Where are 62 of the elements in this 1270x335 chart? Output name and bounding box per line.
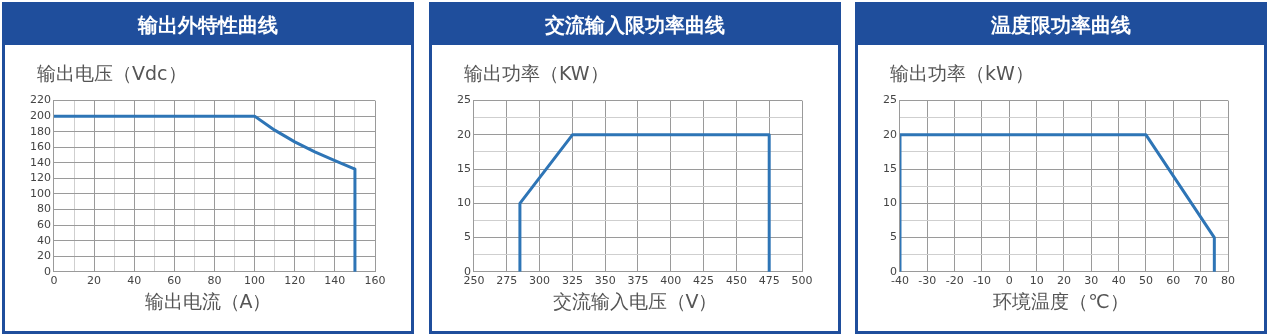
y-tick-label: 220	[30, 93, 51, 107]
y-axis-title: 输出功率（KW）	[464, 61, 609, 86]
x-tick-label: 20	[1057, 274, 1071, 288]
y-tick-label: 15	[457, 161, 471, 175]
y-tick-label: 40	[37, 233, 51, 247]
x-tick-label: 250	[463, 274, 485, 288]
y-tick-label: 10	[883, 196, 897, 210]
x-tick-label: 20	[87, 274, 102, 288]
chart-title: 交流输入限功率曲线	[432, 5, 838, 45]
x-tick-label: 80	[207, 274, 222, 288]
y-tick-label: 5	[464, 230, 471, 244]
x-axis-title: 交流输入电压（V）	[551, 289, 719, 314]
y-tick-label: 10	[457, 196, 471, 210]
y-tick-label: 5	[890, 230, 897, 244]
x-tick-label: -30	[918, 274, 937, 288]
y-tick-label: 140	[30, 155, 51, 169]
y-tick-label: 160	[30, 140, 51, 154]
y-tick-label: 180	[30, 124, 51, 138]
x-tick-label: 500	[791, 274, 813, 288]
y-tick-label: 80	[37, 202, 51, 216]
y-tick-label: 25	[883, 93, 897, 107]
x-tick-label: 60	[167, 274, 182, 288]
x-tick-label: 100	[244, 274, 266, 288]
x-tick-label: 325	[561, 274, 583, 288]
x-tick-label: 40	[127, 274, 142, 288]
x-axis-title: 输出电流（A）	[143, 289, 273, 314]
x-tick-label: 50	[1139, 274, 1153, 288]
y-tick-label: 60	[37, 217, 51, 231]
x-tick-label: 30	[1084, 274, 1099, 288]
x-tick-label: -10	[973, 274, 991, 288]
y-tick-label: 20	[37, 249, 51, 263]
x-tick-label: 120	[284, 274, 306, 288]
x-tick-label: 400	[660, 274, 682, 288]
x-tick-label: 0	[1005, 274, 1013, 288]
x-tick-label: 275	[496, 274, 518, 288]
y-tick-label: 0	[44, 264, 51, 278]
x-tick-label: 425	[693, 274, 715, 288]
y-tick-label: 25	[457, 93, 471, 107]
x-tick-label: 375	[627, 274, 649, 288]
x-tick-label: 140	[324, 274, 346, 288]
x-tick-label: 300	[529, 274, 551, 288]
x-tick-label: 80	[1221, 274, 1235, 288]
x-tick-label: 475	[758, 274, 780, 288]
x-tick-label: 160	[364, 274, 386, 288]
x-tick-label: 60	[1166, 274, 1181, 288]
y-axis-title: 输出电压（Vdc）	[37, 61, 187, 86]
x-tick-label: -20	[945, 274, 964, 288]
chart-title: 温度限功率曲线	[858, 5, 1264, 45]
x-axis-title: 环境温度（℃）	[992, 289, 1130, 314]
y-tick-label: 20	[457, 127, 471, 141]
y-axis-title: 输出功率（kW）	[890, 61, 1034, 86]
x-tick-label: 10	[1029, 274, 1044, 288]
y-tick-label: 20	[883, 127, 897, 141]
y-tick-label: 15	[883, 161, 897, 175]
y-tick-label: 120	[30, 171, 51, 185]
y-tick-label: 200	[30, 109, 51, 123]
chart-title: 输出外特性曲线	[5, 5, 411, 45]
x-tick-label: 40	[1111, 274, 1126, 288]
x-tick-label: 450	[725, 274, 747, 288]
x-tick-label: 70	[1193, 274, 1208, 288]
x-tick-label: 350	[594, 274, 616, 288]
y-tick-label: 100	[30, 186, 51, 200]
